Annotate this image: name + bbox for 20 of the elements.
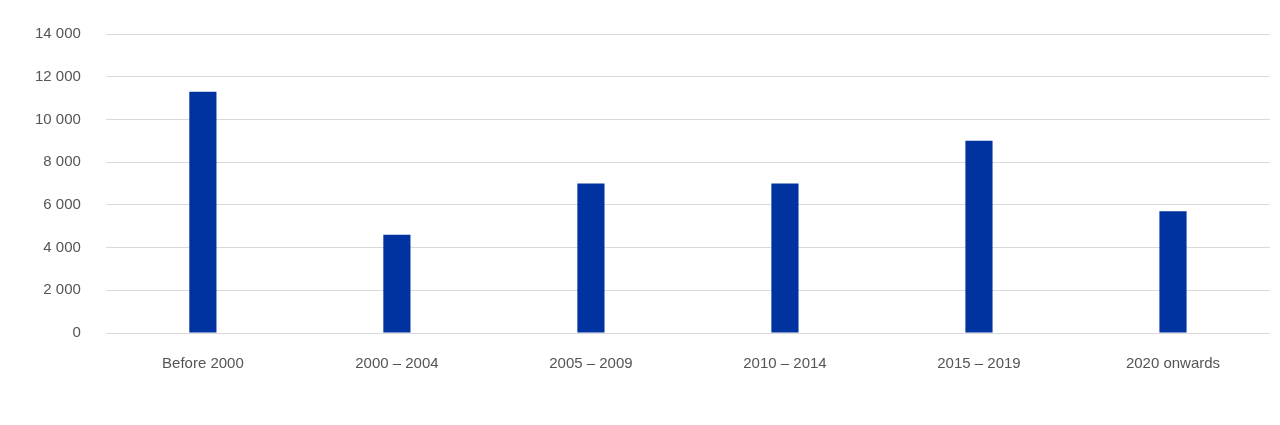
x-tick-label: 2020 onwards	[1125, 354, 1221, 372]
bar	[383, 234, 411, 333]
y-tick-label: 10 000	[34, 109, 81, 127]
y-tick-label: 6 000	[43, 195, 81, 212]
y-tick-label: 2 000	[43, 280, 81, 298]
y-tick-label: 0	[72, 323, 81, 341]
x-tick-label: 2015 – 2019	[937, 354, 1021, 372]
y-tick-label: 8 000	[43, 152, 81, 170]
x-tick-label: 2005 – 2009	[549, 354, 633, 372]
y-tick-label: 14 000	[34, 24, 81, 42]
y-tick-label: 4 000	[43, 237, 81, 255]
bar	[771, 183, 799, 333]
x-tick-label: 2000 – 2004	[355, 354, 439, 372]
bar	[577, 183, 605, 333]
bar	[189, 91, 217, 333]
x-tick-label: Before 2000	[162, 354, 244, 372]
bar	[965, 140, 993, 333]
x-tick-label: 2010 – 2014	[743, 354, 827, 372]
bar	[1159, 211, 1187, 333]
y-tick-label: 12 000	[34, 66, 81, 84]
